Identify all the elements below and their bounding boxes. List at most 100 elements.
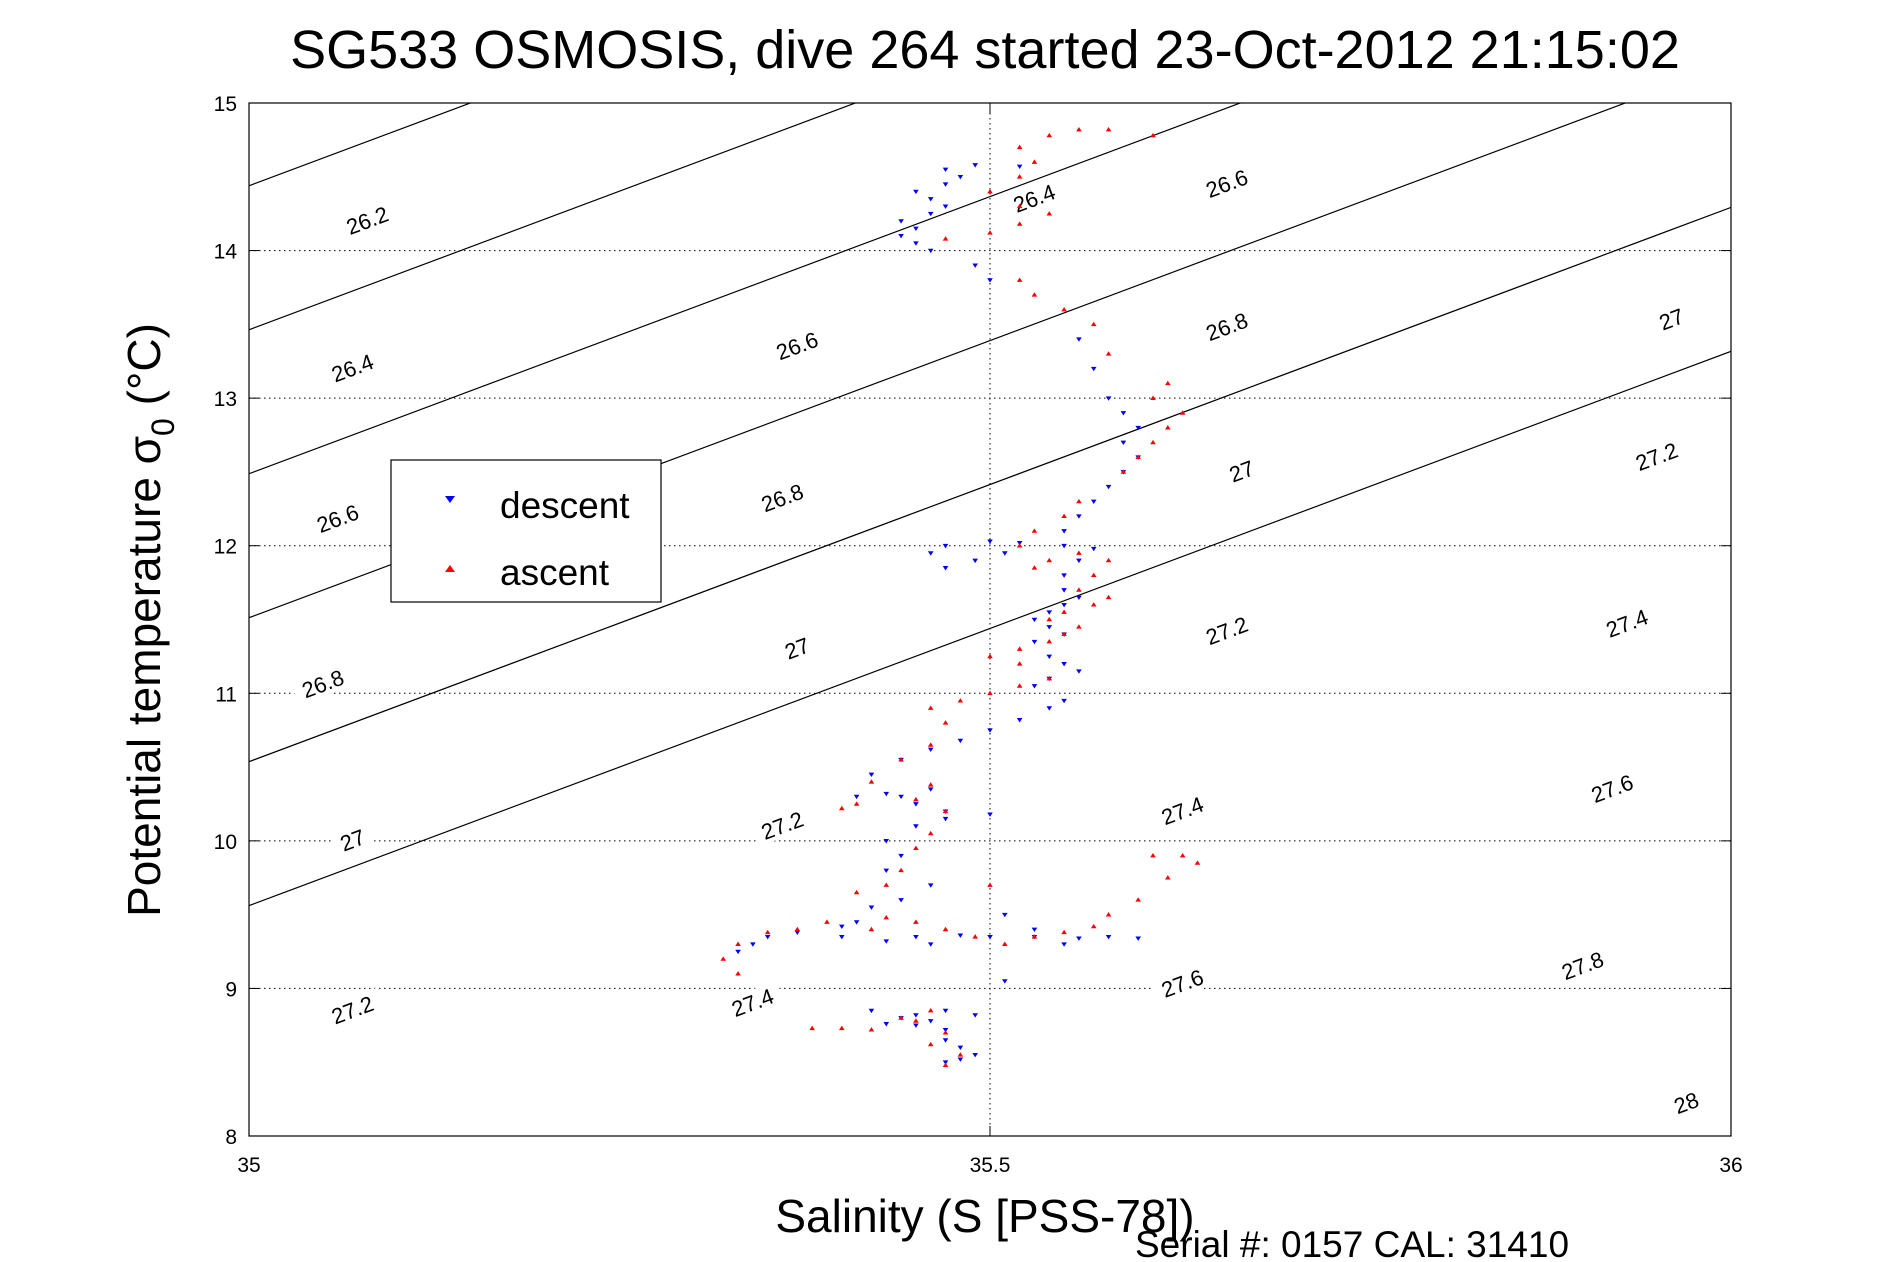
ascent-point xyxy=(913,919,919,924)
ascent-point xyxy=(1076,624,1082,629)
descent-point xyxy=(957,1057,964,1062)
descent-point xyxy=(1061,661,1067,667)
descent-point xyxy=(987,934,993,940)
ascent-point xyxy=(927,830,934,836)
contour-label-background xyxy=(1624,434,1689,478)
ascent-point xyxy=(1076,550,1082,555)
descent-point xyxy=(898,219,904,224)
legend: descent ascent xyxy=(390,459,662,603)
ascent-point xyxy=(942,236,949,241)
y-axis-label-subscript: 0 xyxy=(145,418,181,436)
y-tick-label: 14 xyxy=(214,241,238,264)
descent-point xyxy=(942,1008,949,1014)
contour-label-background xyxy=(1150,788,1215,833)
descent-point xyxy=(957,174,964,180)
descent-point xyxy=(1002,979,1008,984)
isopycnal-line xyxy=(249,350,1731,907)
descent-point xyxy=(1090,499,1097,505)
descent-point xyxy=(1076,558,1082,564)
legend-marker-ascent xyxy=(445,565,455,572)
ascent-point xyxy=(1046,211,1053,216)
descent-point xyxy=(1076,669,1082,674)
ascent-point xyxy=(927,782,934,787)
ascent-point xyxy=(839,1025,845,1031)
ascent-point xyxy=(987,188,993,194)
descent-point xyxy=(1090,546,1097,552)
data-series xyxy=(720,126,1201,1067)
descent-point xyxy=(898,234,904,239)
descent-point xyxy=(927,747,934,752)
ascent-point xyxy=(913,1018,919,1023)
ascent-point xyxy=(1016,646,1023,651)
x-tick-label: 35 xyxy=(237,1154,260,1177)
ascent-point xyxy=(735,941,741,946)
y-tick-label: 15 xyxy=(214,93,237,116)
descent-point xyxy=(942,204,949,209)
descent-point xyxy=(957,933,964,938)
descent-point xyxy=(987,812,993,817)
isopycnal-line xyxy=(249,206,1731,763)
contour-label-background xyxy=(290,661,356,706)
chart-title: SG533 OSMOSIS, dive 264 started 23-Oct-2… xyxy=(290,20,1680,80)
descent-point xyxy=(987,278,993,283)
ascent-point xyxy=(927,705,934,710)
descent-point xyxy=(853,920,860,925)
ascent-point xyxy=(898,1015,904,1020)
ascent-point xyxy=(957,698,964,703)
y-axis-label-unit: (°C) xyxy=(118,323,170,418)
contour-label-background xyxy=(1665,1085,1708,1121)
descent-point xyxy=(913,189,919,195)
contour-label-background xyxy=(1579,766,1645,811)
ascent-point xyxy=(942,720,949,725)
descent-point xyxy=(987,728,993,733)
ascent-point xyxy=(942,808,949,814)
descent-point xyxy=(942,1038,949,1043)
ascent-point xyxy=(883,914,890,920)
x-tick-label: 36 xyxy=(1719,1154,1742,1177)
descent-point xyxy=(1105,396,1112,401)
descent-point xyxy=(1105,934,1112,940)
ascent-point xyxy=(868,1027,875,1032)
descent-point xyxy=(927,1019,934,1024)
ascent-point xyxy=(1090,321,1097,327)
contour-label-background xyxy=(1550,943,1615,988)
ascent-point xyxy=(1165,425,1171,430)
y-axis-label: Potential temperature σ0 (°C) xyxy=(118,323,181,917)
ascent-point xyxy=(1150,439,1156,445)
descent-point xyxy=(1031,927,1038,932)
ascent-point xyxy=(883,882,890,887)
descent-point xyxy=(839,934,845,940)
descent-point xyxy=(1002,551,1008,556)
contour-label-background xyxy=(749,803,815,847)
ascent-point xyxy=(1105,126,1112,132)
descent-point xyxy=(957,1045,964,1051)
contour-label-background xyxy=(1001,176,1067,220)
series-ascent xyxy=(720,126,1201,1067)
ascent-point xyxy=(1105,351,1112,356)
ascent-point xyxy=(794,926,801,932)
ascent-point xyxy=(942,926,949,932)
ascent-point xyxy=(1061,307,1067,312)
contour-label-background xyxy=(320,987,385,1032)
ascent-point xyxy=(1061,631,1067,637)
descent-point xyxy=(1002,912,1008,918)
isopycnal-line xyxy=(249,103,857,331)
y-tick-label: 12 xyxy=(214,536,237,559)
descent-point xyxy=(1046,625,1053,630)
ascent-point xyxy=(942,1062,949,1067)
descent-point xyxy=(913,226,919,232)
descent-point xyxy=(972,263,978,268)
descent-point xyxy=(1031,617,1038,623)
descent-point xyxy=(1061,529,1067,534)
descent-point xyxy=(1076,337,1082,342)
ascent-point xyxy=(1031,565,1038,570)
ascent-point xyxy=(1016,221,1023,226)
ascent-point xyxy=(1165,875,1171,880)
descent-point xyxy=(942,182,949,187)
ascent-point xyxy=(1061,929,1067,935)
y-tick-label: 11 xyxy=(215,683,237,706)
ascent-point xyxy=(1150,132,1156,138)
ascent-point xyxy=(1031,159,1038,164)
